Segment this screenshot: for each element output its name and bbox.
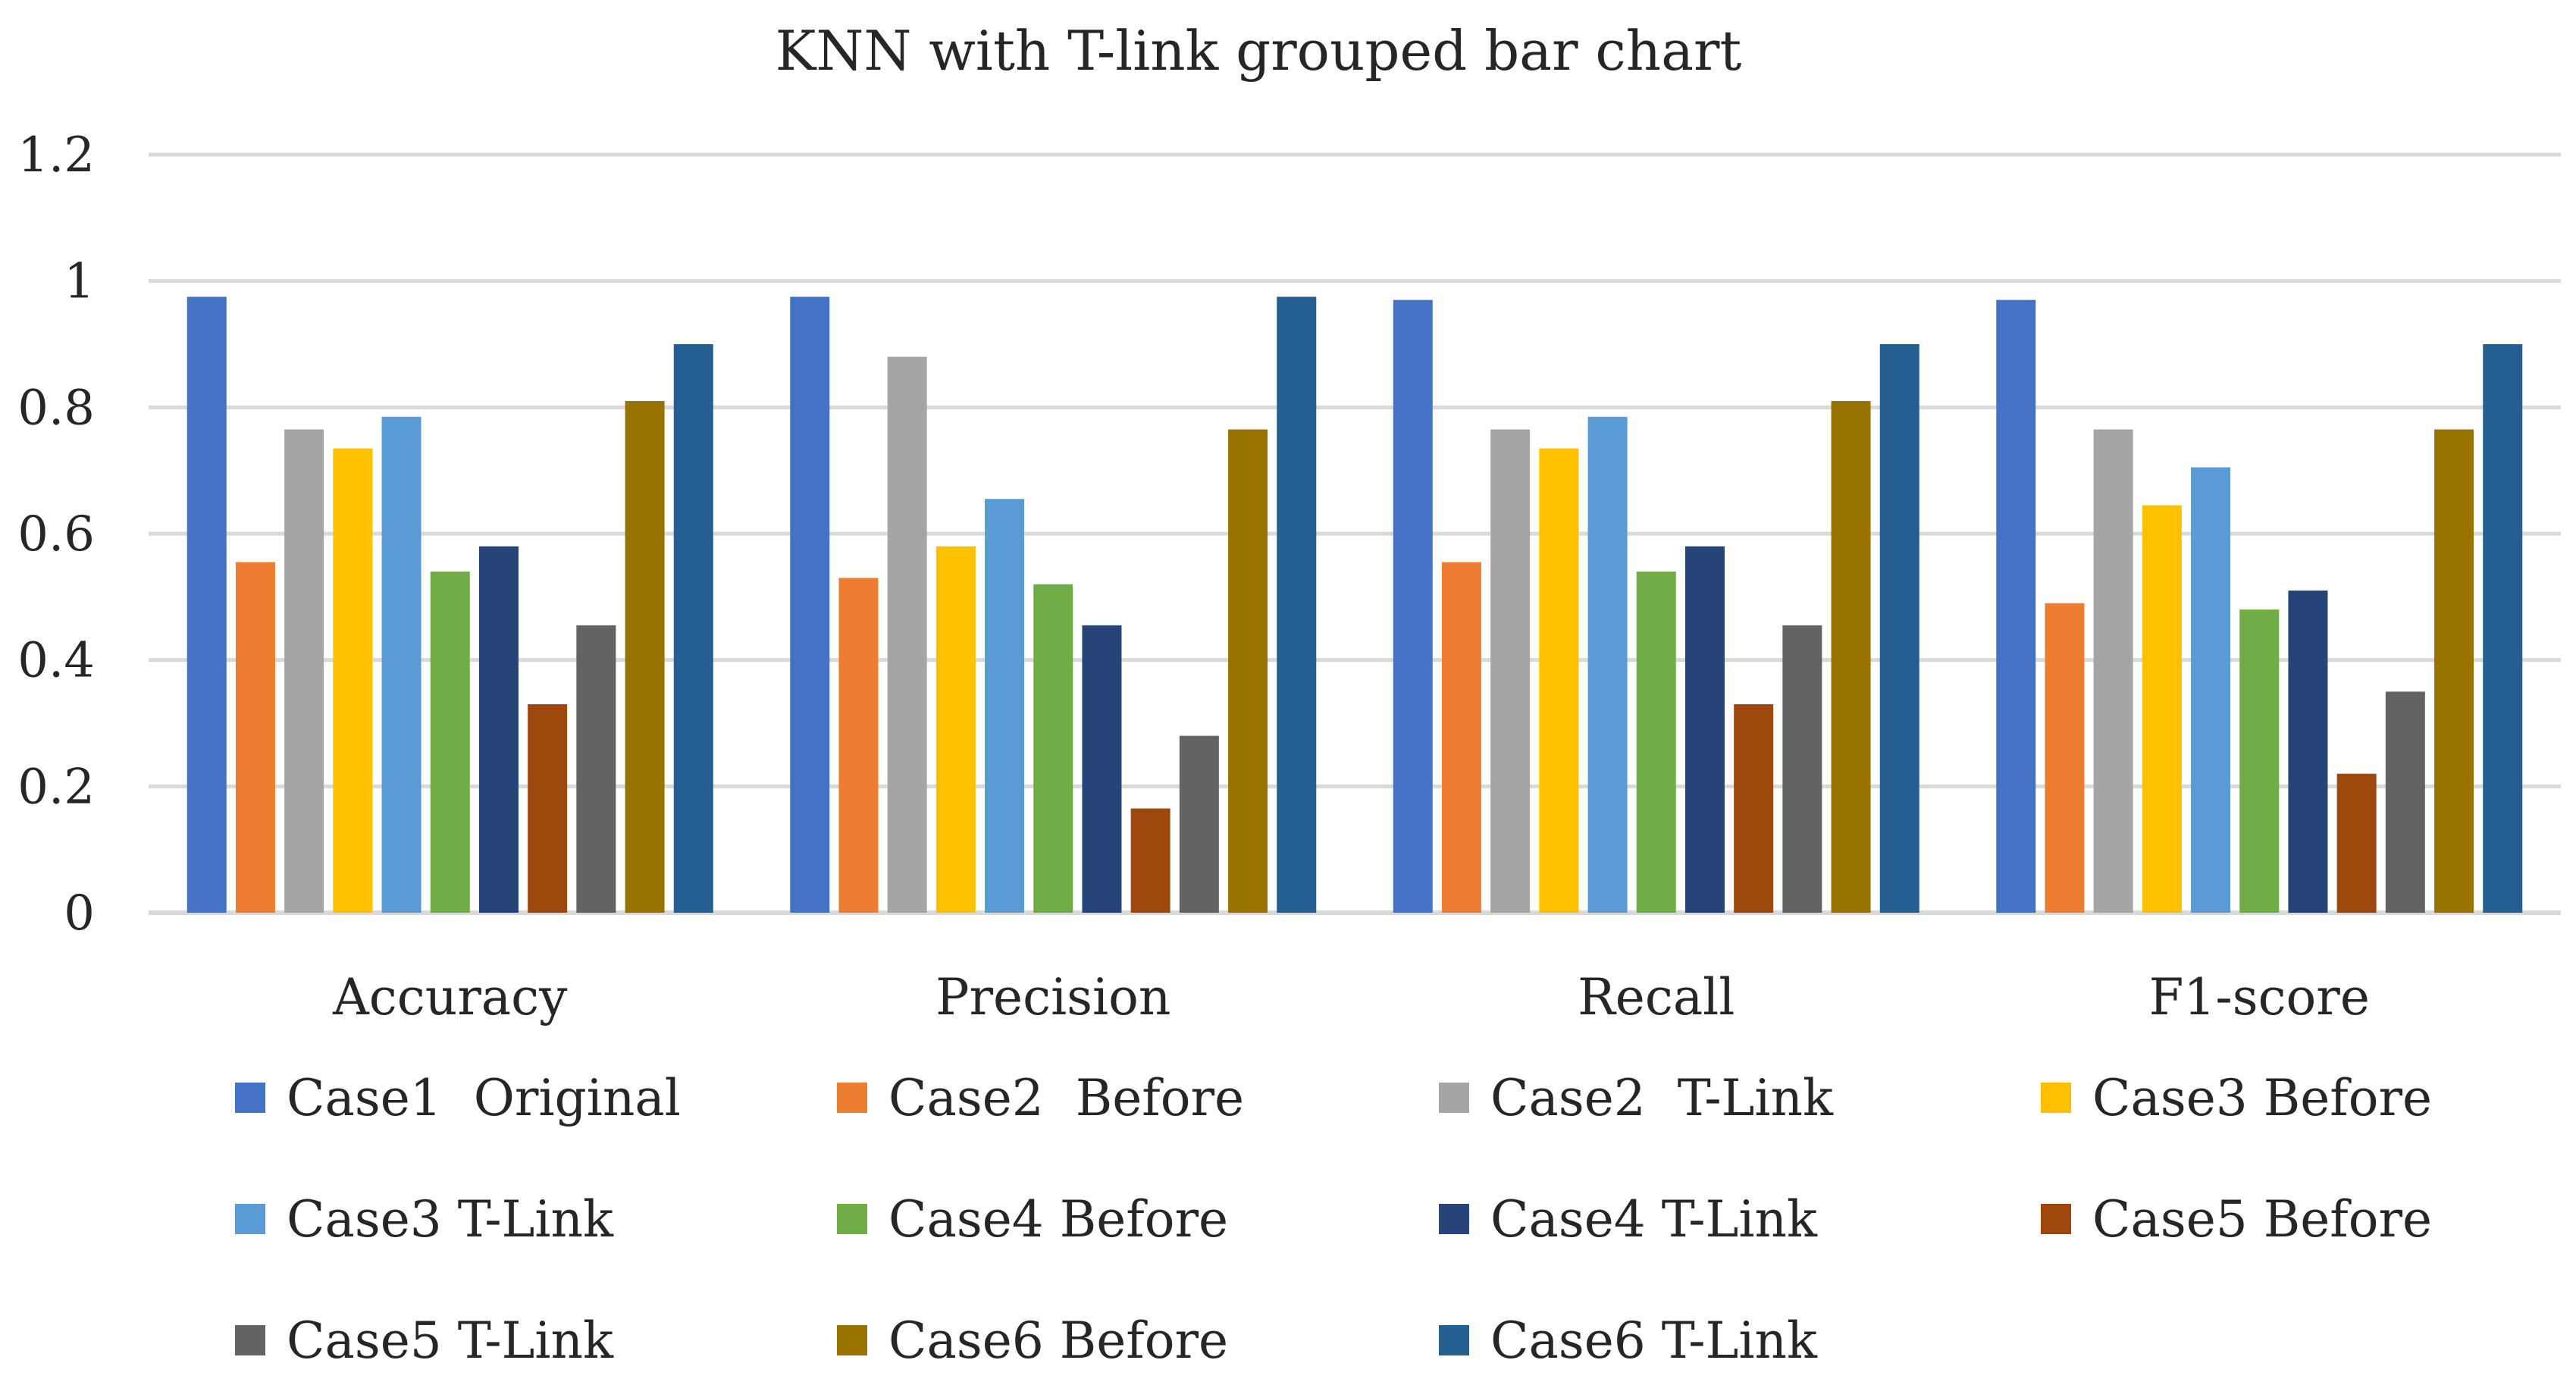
bar-recall-series-5 xyxy=(1587,416,1628,913)
bar-f1-score-series-9 xyxy=(2385,691,2425,913)
legend-swatch xyxy=(2041,1083,2071,1113)
legend-label: Case4 Before xyxy=(888,1190,1228,1249)
bar-accuracy-series-3 xyxy=(284,429,324,913)
legend-swatch xyxy=(837,1083,867,1113)
legend-swatch xyxy=(1439,1325,1469,1355)
legend-label: Case5 T-Link xyxy=(287,1311,614,1370)
legend-item: Case3 Before xyxy=(2041,1069,2432,1127)
bar-recall-series-9 xyxy=(1782,625,1822,913)
x-category-label: Recall xyxy=(1578,968,1735,1026)
bar-precision-series-4 xyxy=(935,546,976,913)
legend-item: Case3 T-Link xyxy=(235,1190,614,1249)
y-tick-label: 0 xyxy=(64,885,95,942)
legend-label: Case2 T-Link xyxy=(1490,1069,1834,1127)
bar-recall-series-11 xyxy=(1879,344,1919,913)
x-category-label: Accuracy xyxy=(332,968,568,1026)
legend-item: Case6 T-Link xyxy=(1439,1311,1818,1370)
bar-recall-series-8 xyxy=(1734,704,1774,913)
chart-title: KNN with T-link grouped bar chart xyxy=(776,19,1742,83)
bar-precision-series-3 xyxy=(887,356,927,913)
bar-accuracy-series-7 xyxy=(478,546,519,913)
x-category-label: F1-score xyxy=(2149,968,2370,1026)
bar-accuracy-series-11 xyxy=(673,344,713,913)
legend-item: Case2 T-Link xyxy=(1439,1069,1834,1127)
legend-item: Case4 T-Link xyxy=(1439,1190,1818,1249)
legend-label: Case5 Before xyxy=(2092,1190,2432,1249)
legend-label: Case6 Before xyxy=(888,1311,1228,1370)
bar-accuracy-series-1 xyxy=(186,296,227,913)
bar-accuracy-series-6 xyxy=(430,572,470,913)
legend-swatch xyxy=(235,1083,265,1113)
bar-accuracy-series-4 xyxy=(333,448,373,913)
y-tick-label: 0.8 xyxy=(17,380,95,436)
y-tick-label: 1.2 xyxy=(17,127,95,183)
bar-precision-series-2 xyxy=(838,578,879,913)
bar-recall-series-10 xyxy=(1831,401,1871,913)
bar-accuracy-series-5 xyxy=(381,416,421,913)
bar-precision-series-8 xyxy=(1130,808,1170,913)
legend-swatch xyxy=(235,1204,265,1234)
bar-recall-series-6 xyxy=(1636,572,1676,913)
legend-label: Case1 Original xyxy=(287,1069,681,1127)
bar-recall-series-3 xyxy=(1490,429,1531,913)
legend-label: Case6 T-Link xyxy=(1490,1311,1818,1370)
x-axis-categories: Accuracy Precision Recall F1-score xyxy=(332,968,2370,1026)
y-axis-ticks: 0 0.2 0.4 0.6 0.8 1 1.2 xyxy=(17,127,95,942)
legend-swatch xyxy=(837,1325,867,1355)
legend-item: Case5 T-Link xyxy=(235,1311,614,1370)
legend-label: Case3 Before xyxy=(2092,1069,2432,1127)
y-tick-label: 0.4 xyxy=(17,633,95,689)
y-tick-label: 0.2 xyxy=(17,759,95,815)
bar-f1-score-series-11 xyxy=(2483,344,2523,913)
legend-label: Case4 T-Link xyxy=(1490,1190,1818,1249)
bar-precision-series-11 xyxy=(1277,296,1317,913)
legend-item: Case1 Original xyxy=(235,1069,681,1127)
bar-f1-score-series-8 xyxy=(2336,773,2377,913)
bar-accuracy-series-8 xyxy=(528,704,568,913)
bar-f1-score-series-5 xyxy=(2191,467,2231,913)
bar-accuracy-series-9 xyxy=(576,625,616,913)
y-tick-label: 0.6 xyxy=(17,506,95,563)
legend-item: Case5 Before xyxy=(2041,1190,2432,1249)
x-category-label: Precision xyxy=(935,968,1170,1026)
legend-swatch xyxy=(235,1325,265,1355)
bar-recall-series-2 xyxy=(1441,562,1481,913)
legend-swatch xyxy=(837,1204,867,1234)
bar-precision-series-7 xyxy=(1082,625,1122,913)
legend-swatch xyxy=(2041,1204,2071,1234)
bar-f1-score-series-1 xyxy=(1996,299,2036,913)
bar-recall-series-4 xyxy=(1539,448,1579,913)
bar-precision-series-1 xyxy=(790,296,830,913)
bar-recall-series-7 xyxy=(1684,546,1725,913)
y-tick-label: 1 xyxy=(64,254,95,310)
bar-accuracy-series-2 xyxy=(235,562,275,913)
legend-label: Case3 T-Link xyxy=(287,1190,614,1249)
bar-f1-score-series-7 xyxy=(2288,591,2328,913)
legend-item: Case4 Before xyxy=(837,1190,1228,1249)
bar-recall-series-1 xyxy=(1393,299,1433,913)
legend-swatch xyxy=(1439,1204,1469,1234)
bar-precision-series-10 xyxy=(1228,429,1268,913)
legend-label: Case2 Before xyxy=(888,1069,1244,1127)
bar-precision-series-6 xyxy=(1033,584,1073,913)
legend-item: Case2 Before xyxy=(837,1069,1244,1127)
bar-f1-score-series-4 xyxy=(2142,505,2182,913)
bar-f1-score-series-2 xyxy=(2045,603,2085,913)
bar-f1-score-series-3 xyxy=(2093,429,2133,913)
bar-f1-score-series-6 xyxy=(2239,610,2280,913)
legend: Case1 Original Case2 Before Case2 T-Link Ca… xyxy=(235,1069,2432,1370)
bar-precision-series-5 xyxy=(985,499,1025,913)
legend-swatch xyxy=(1439,1083,1469,1113)
legend-item: Case6 Before xyxy=(837,1311,1228,1370)
bar-accuracy-series-10 xyxy=(625,401,665,913)
bar-f1-score-series-10 xyxy=(2434,429,2474,913)
bar-precision-series-9 xyxy=(1179,735,1219,913)
bars xyxy=(186,296,2523,913)
